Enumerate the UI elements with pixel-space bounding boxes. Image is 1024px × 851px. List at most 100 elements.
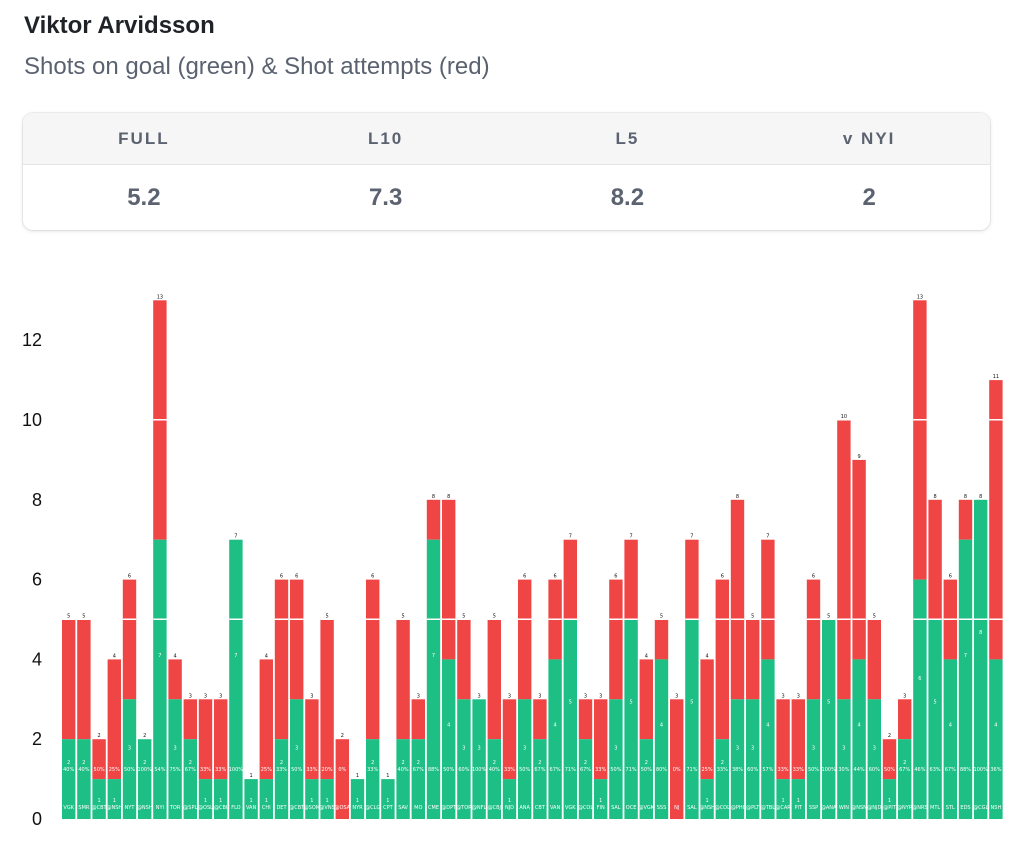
shots-on-goal-label: 3 xyxy=(523,746,526,752)
opponent-label: @CBT xyxy=(289,805,305,811)
attempts-total-label: 3 xyxy=(797,693,800,699)
shots-on-goal-label: 7 xyxy=(964,653,967,659)
opponent-label: OCE xyxy=(626,805,637,811)
attempts-total-label: 9 xyxy=(858,454,861,460)
opponent-label: @NJD xyxy=(867,805,881,811)
opponent-label: FIN xyxy=(597,805,605,811)
shot-attempts-bar xyxy=(882,739,897,780)
shots-on-goal-bar xyxy=(77,739,91,819)
shot-percentage-label: 33% xyxy=(367,767,378,773)
attempts-total-label: 7 xyxy=(690,534,693,540)
shot-attempts-bar xyxy=(700,659,714,780)
opponent-label: VGK xyxy=(63,805,74,811)
shot-percentage-label: 30% xyxy=(838,767,849,773)
shots-on-goal-label: 2 xyxy=(721,760,724,766)
attempts-total-label: 7 xyxy=(766,534,769,540)
attempts-total-label: 4 xyxy=(645,653,648,659)
shot-percentage-label: 33% xyxy=(778,767,789,773)
bar-gridline xyxy=(274,618,289,620)
shot-attempts-bar xyxy=(898,699,912,740)
shots-on-goal-bar xyxy=(989,659,1003,819)
shots-on-goal-label: 3 xyxy=(478,746,481,752)
shots-on-goal-bar xyxy=(320,779,334,819)
opponent-label: @NSN xyxy=(851,805,867,811)
attempts-total-label: 5 xyxy=(82,614,85,620)
attempts-total-label: 6 xyxy=(812,574,815,580)
shots-on-goal-bar xyxy=(822,619,836,819)
opponent-label: @PLT xyxy=(746,805,760,811)
attempts-total-label: 6 xyxy=(295,574,298,580)
bar-gridline xyxy=(548,618,562,620)
bar-gridline xyxy=(487,618,501,620)
y-tick-label: 12 xyxy=(22,330,42,350)
shots-on-goal-bar xyxy=(882,779,897,819)
opponent-label: @CBJ xyxy=(488,805,501,811)
attempts-total-label: 10 xyxy=(841,414,847,420)
opponent-label: @COL xyxy=(715,805,730,811)
shots-on-goal-label: 2 xyxy=(67,760,70,766)
shot-attempts-bar xyxy=(457,619,471,700)
shot-percentage-label: 50% xyxy=(519,767,530,773)
opponent-label: SAL xyxy=(687,805,697,811)
shot-percentage-label: 46% xyxy=(914,767,925,773)
shots-on-goal-label: 1 xyxy=(706,798,709,804)
opponent-label: @NSH xyxy=(137,805,153,811)
bar-gridline xyxy=(989,419,1003,421)
opponent-label: SAL xyxy=(611,805,621,811)
bar-gridline xyxy=(153,618,167,620)
stat-value-l10: 7.3 xyxy=(368,183,403,211)
stat-value-l5: 8.2 xyxy=(610,183,645,211)
opponent-label: NJ xyxy=(674,805,679,811)
attempts-total-label: 8 xyxy=(736,494,739,500)
shots-on-goal-bar xyxy=(578,739,593,819)
opponent-label: VAN xyxy=(246,805,257,811)
shot-attempts-bar xyxy=(335,739,349,819)
stats-header-row: FULL L10 L5 v NYI xyxy=(23,113,990,165)
attempts-total-label: 3 xyxy=(478,693,481,699)
shot-attempts-bar xyxy=(442,499,456,660)
shots-on-goal-bar xyxy=(107,779,121,819)
opponent-label: @NRS xyxy=(912,805,927,811)
shots-on-goal-label: 3 xyxy=(462,746,465,752)
shots-on-goal-label: 6 xyxy=(918,676,921,682)
shots-on-goal-bar xyxy=(381,779,395,819)
shots-on-goal-bar xyxy=(974,499,988,819)
opponent-label: FLO xyxy=(231,805,240,811)
bar-gridline xyxy=(624,618,638,620)
shot-percentage-label: 75% xyxy=(170,767,181,773)
shots-on-goal-bar xyxy=(685,619,699,819)
opponent-label: SMR xyxy=(78,805,89,811)
stat-value-vs-opponent: 2 xyxy=(862,183,876,211)
attempts-total-label: 8 xyxy=(934,494,937,500)
opponent-label: ANA xyxy=(519,805,530,811)
shots-on-goal-label: 7 xyxy=(432,653,435,659)
opponent-label: @VNS xyxy=(319,805,334,811)
bar-gridline xyxy=(366,618,380,620)
shots-on-goal-label: 1 xyxy=(98,798,101,804)
shot-percentage-label: 100% xyxy=(229,767,244,773)
shots-on-goal-bar xyxy=(62,739,76,819)
shot-attempts-bar xyxy=(366,579,380,740)
bar-gridline xyxy=(685,618,699,620)
opponent-label: @SPL xyxy=(183,805,197,811)
shot-percentage-label: 50% xyxy=(808,767,819,773)
opponent-label: CBT xyxy=(535,805,546,811)
opponent-label: @CLG xyxy=(365,805,380,811)
shots-on-goal-label: 4 xyxy=(858,722,861,728)
shot-percentage-label: 38% xyxy=(732,767,743,773)
shot-attempts-bar xyxy=(867,619,881,700)
shot-percentage-label: 100% xyxy=(350,767,365,773)
opponent-label: @SOM xyxy=(304,805,320,811)
attempts-total-label: 3 xyxy=(903,693,906,699)
opponent-label: @OSA xyxy=(334,805,350,811)
shots-on-goal-bar xyxy=(867,699,881,819)
shot-percentage-label: 100% xyxy=(381,767,396,773)
opponent-label: VGK xyxy=(565,805,576,811)
shots-on-goal-bar xyxy=(928,619,942,819)
shots-on-goal-bar xyxy=(472,699,486,819)
bar-gridline xyxy=(77,618,91,620)
shots-on-goal-bar xyxy=(852,659,866,819)
attempts-total-label: 7 xyxy=(630,534,633,540)
shot-percentage-label: 60% xyxy=(747,767,758,773)
opponent-label: MO xyxy=(414,805,422,811)
